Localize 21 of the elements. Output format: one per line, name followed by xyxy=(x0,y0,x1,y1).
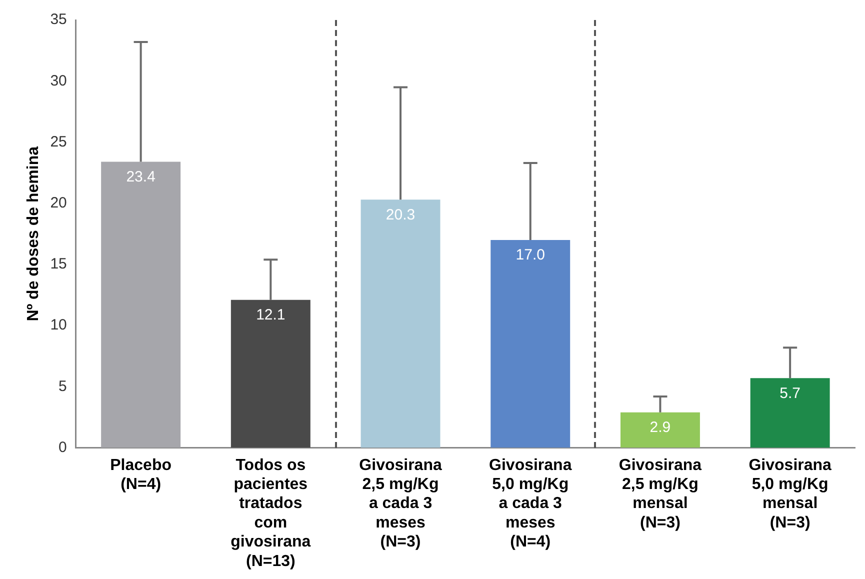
x-tick-label: Placebo (N=4) xyxy=(110,456,172,494)
data-label: 23.4 xyxy=(126,168,156,186)
y-tick-label: 0 xyxy=(58,438,67,456)
y-tick-label: 15 xyxy=(50,256,67,273)
y-tick-label: 25 xyxy=(50,133,67,150)
y-tick-label: 30 xyxy=(50,72,67,90)
x-tick-label: Givosirana 2,5 mg/Kg mensal (N=3) xyxy=(618,456,702,532)
data-label: 12.1 xyxy=(256,306,286,324)
data-label: 5.7 xyxy=(780,384,801,402)
x-tick-label: Givosirana 5,0 mg/Kg mensal (N=3) xyxy=(748,456,832,532)
y-tick-label: 20 xyxy=(50,194,67,212)
y-tick-label: 5 xyxy=(58,378,67,395)
data-label: 2.9 xyxy=(650,418,671,436)
y-tick-label: 35 xyxy=(50,11,67,28)
data-label: 17.0 xyxy=(516,246,545,264)
data-label: 20.3 xyxy=(386,206,416,224)
x-tick-label: Givosirana 5,0 mg/Kg a cada 3 meses (N=4) xyxy=(489,456,572,551)
y-axis-title: Nº de doses de hemina xyxy=(25,146,42,322)
x-tick-label: Givosirana 2,5 mg/Kg a cada 3 meses (N=3) xyxy=(359,456,442,551)
y-tick-label: 10 xyxy=(50,316,67,334)
x-tick-label: Todos os pacientes tratados com givosirana (N=13) xyxy=(230,456,311,570)
